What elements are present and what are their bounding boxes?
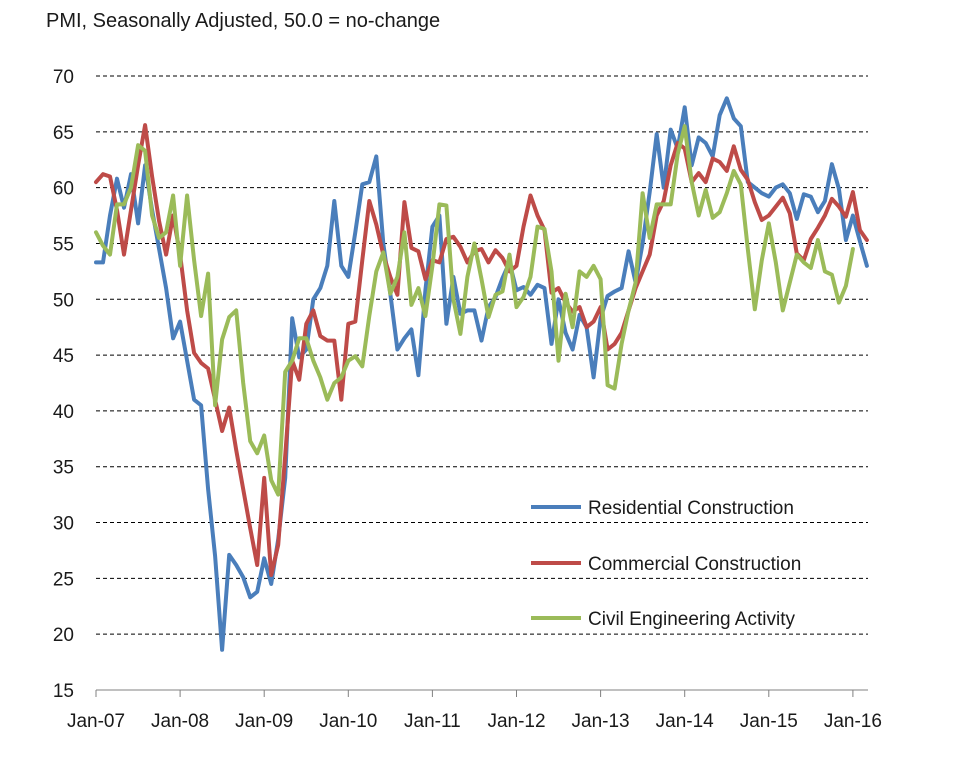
y-tick-label: 15 — [53, 681, 74, 702]
legend-label: Residential Construction — [588, 498, 794, 519]
y-tick-label: 65 — [53, 123, 74, 144]
axes — [95, 689, 868, 697]
x-tick-label: Jan-08 — [151, 711, 209, 732]
x-tick-label: Jan-10 — [319, 711, 377, 732]
legend-label: Civil Engineering Activity — [588, 609, 795, 630]
legend-label: Commercial Construction — [588, 554, 801, 575]
x-tick-label: Jan-16 — [824, 711, 882, 732]
y-tick-label: 40 — [53, 402, 74, 423]
y-tick-label: 60 — [53, 179, 74, 200]
gridlines — [96, 75, 868, 635]
x-tick-label: Jan-14 — [656, 711, 715, 732]
y-tick-label: 55 — [53, 234, 74, 255]
y-tick-label: 25 — [53, 569, 74, 590]
y-tick-label: 45 — [53, 346, 74, 367]
series-line-civil-engineering-activity — [94, 124, 855, 497]
x-tick-label: Jan-09 — [235, 711, 293, 732]
chart-title: PMI, Seasonally Adjusted, 50.0 = no-chan… — [46, 10, 441, 32]
x-tick-label: Jan-12 — [487, 711, 545, 732]
x-axis-tick-labels: Jan-07 Jan-08 Jan-09 Jan-10 Jan-11 Jan-12 Jan-… — [67, 711, 882, 732]
legend: Residential Construction Commercial Const… — [531, 498, 801, 630]
x-tick-label: Jan-13 — [572, 711, 630, 732]
x-tick-label: Jan-15 — [740, 711, 798, 732]
x-tick-label: Jan-11 — [404, 711, 461, 732]
series-line-residential-construction — [94, 96, 869, 652]
y-tick-label: 35 — [53, 458, 74, 479]
series-line-commercial-construction — [94, 123, 869, 577]
y-tick-label: 50 — [53, 290, 74, 311]
y-tick-label: 20 — [53, 625, 74, 646]
y-tick-label: 30 — [53, 514, 74, 535]
y-axis-tick-labels: 15 20 25 30 35 40 45 50 55 60 65 70 — [53, 67, 74, 702]
series-lines — [94, 96, 869, 652]
y-tick-label: 70 — [53, 67, 74, 88]
x-tick-label: Jan-07 — [67, 711, 125, 732]
